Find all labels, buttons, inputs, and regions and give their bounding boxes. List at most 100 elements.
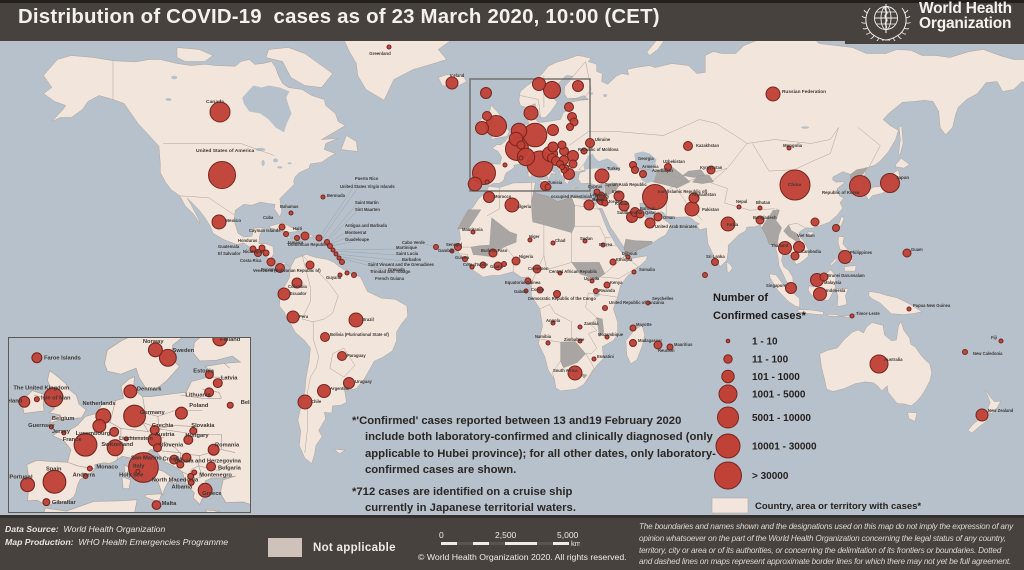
svg-text:Viet Nam: Viet Nam: [797, 233, 815, 238]
svg-text:Isle of Man: Isle of Man: [41, 395, 71, 401]
svg-text:Brunei Darussalam: Brunei Darussalam: [827, 273, 865, 278]
svg-text:Bosnia and Herzegovina: Bosnia and Herzegovina: [174, 459, 241, 465]
svg-text:Eritrea: Eritrea: [599, 242, 613, 247]
svg-text:Peru: Peru: [299, 314, 309, 319]
svg-text:United Republic of Tanzania: United Republic of Tanzania: [609, 300, 665, 305]
svg-text:Gibraltar: Gibraltar: [52, 500, 77, 506]
svg-text:The United Kingdom: The United Kingdom: [13, 385, 69, 391]
svg-text:Austria: Austria: [155, 432, 176, 438]
svg-text:Azerbaijan: Azerbaijan: [652, 168, 673, 173]
svg-text:Croatia: Croatia: [163, 457, 184, 463]
svg-text:Honduras: Honduras: [238, 238, 258, 243]
svg-text:Georgia: Georgia: [638, 156, 654, 161]
svg-text:Liechtenstein: Liechtenstein: [119, 436, 153, 442]
svg-text:Germany: Germany: [140, 410, 166, 416]
svg-text:Guam: Guam: [911, 247, 923, 252]
svg-text:Sint Maarten: Sint Maarten: [355, 207, 380, 212]
svg-text:Namibia: Namibia: [535, 334, 552, 339]
svg-text:Kenya: Kenya: [610, 280, 623, 285]
svg-text:Iceland: Iceland: [450, 73, 465, 78]
svg-text:Kazakhstan: Kazakhstan: [696, 143, 719, 148]
svg-text:Ukraine: Ukraine: [595, 137, 611, 142]
svg-text:Guatemala: Guatemala: [218, 244, 240, 249]
svg-text:Eswatini: Eswatini: [597, 354, 614, 359]
svg-text:Gabon: Gabon: [514, 289, 528, 294]
svg-text:Thailand: Thailand: [771, 243, 788, 248]
svg-text:Lithuania: Lithuania: [185, 392, 211, 398]
svg-text:Denmark: Denmark: [137, 386, 162, 392]
svg-text:Mexico: Mexico: [225, 218, 241, 224]
svg-text:Cayman Islands: Cayman Islands: [249, 228, 281, 233]
svg-text:Iraq: Iraq: [612, 189, 620, 194]
svg-text:1001 - 5000: 1001 - 5000: [752, 390, 806, 401]
svg-text:Slovakia: Slovakia: [191, 423, 215, 429]
svg-text:Spain: Spain: [46, 466, 62, 472]
svg-text:Egypt: Egypt: [593, 197, 605, 202]
svg-text:Djibouti: Djibouti: [622, 251, 637, 256]
svg-text:Algeria: Algeria: [517, 204, 532, 209]
svg-text:Saint Vincent and the Grenadin: Saint Vincent and the Grenadines: [368, 262, 435, 267]
svg-text:Confirmed cases*: Confirmed cases*: [713, 310, 807, 322]
svg-text:Argentina: Argentina: [330, 386, 350, 391]
svg-text:101 - 1000: 101 - 1000: [752, 372, 800, 383]
svg-text:Slovenia: Slovenia: [160, 443, 184, 449]
svg-text:Pakistan: Pakistan: [702, 207, 720, 212]
svg-text:Trinidad and Tobago: Trinidad and Tobago: [370, 269, 411, 274]
svg-text:Indonesia: Indonesia: [826, 288, 846, 293]
svg-text:Cyprus: Cyprus: [588, 184, 603, 189]
svg-text:Reunion: Reunion: [658, 348, 675, 353]
svg-text:Faroe Islands: Faroe Islands: [44, 356, 81, 362]
svg-text:Morocco: Morocco: [494, 194, 512, 199]
svg-text:Somalia: Somalia: [639, 267, 656, 272]
svg-text:Niger: Niger: [529, 234, 540, 239]
svg-text:Saint Lucia: Saint Lucia: [396, 251, 419, 256]
svg-text:Mauritania: Mauritania: [462, 227, 483, 232]
svg-text:Central African Republic: Central African Republic: [549, 269, 598, 274]
svg-text:Uzbekistan: Uzbekistan: [663, 159, 685, 164]
svg-text:Gambia: Gambia: [438, 248, 454, 253]
svg-text:United Arab Emirates: United Arab Emirates: [655, 224, 698, 229]
svg-text:Luxembourg: Luxembourg: [76, 431, 111, 437]
svg-text:1 - 10: 1 - 10: [752, 337, 778, 348]
svg-text:Venezuela (Bolivarian Republic: Venezuela (Bolivarian Republic of): [253, 268, 321, 273]
svg-text:Panama: Panama: [261, 267, 278, 272]
svg-text:11 - 100: 11 - 100: [752, 355, 789, 366]
svg-text:Japan: Japan: [896, 175, 909, 180]
svg-text:Oman: Oman: [663, 215, 675, 220]
svg-text:Syrian Arab Republic: Syrian Arab Republic: [605, 182, 647, 187]
svg-text:Chad: Chad: [555, 238, 566, 243]
svg-text:Sri Lanka: Sri Lanka: [706, 254, 725, 259]
svg-text:Puerto Rico: Puerto Rico: [355, 176, 379, 181]
svg-text:Switzerland: Switzerland: [101, 442, 133, 448]
svg-text:Uruguay: Uruguay: [355, 379, 372, 384]
svg-text:Guinea: Guinea: [455, 255, 470, 260]
svg-text:Norway: Norway: [143, 339, 164, 345]
svg-text:Cambodia: Cambodia: [801, 249, 822, 254]
svg-text:Lebanon: Lebanon: [590, 192, 608, 197]
svg-text:Belgium: Belgium: [52, 416, 75, 422]
svg-text:Sudan: Sudan: [580, 236, 593, 241]
svg-text:Uganda: Uganda: [584, 276, 600, 281]
svg-text:Guernsey: Guernsey: [28, 423, 55, 429]
svg-text:Mauritius: Mauritius: [674, 342, 693, 347]
svg-text:French Guiana: French Guiana: [375, 276, 405, 281]
svg-text:Malaysia: Malaysia: [824, 280, 842, 285]
svg-text:Sweden: Sweden: [173, 348, 195, 354]
svg-text:Jordan: Jordan: [608, 199, 622, 204]
svg-text:0: 0: [439, 530, 444, 540]
svg-text:Ecuador: Ecuador: [290, 291, 307, 296]
svg-text:Ghana: Ghana: [490, 264, 504, 269]
svg-text:Cabo Verde: Cabo Verde: [402, 240, 425, 245]
svg-text:Holy See: Holy See: [119, 472, 143, 478]
svg-text:South Africa: South Africa: [553, 368, 578, 373]
svg-text:Seychelles: Seychelles: [652, 296, 674, 301]
svg-text:Romania: Romania: [215, 443, 240, 449]
svg-text:Brazil: Brazil: [362, 317, 374, 322]
svg-text:Jersey: Jersey: [52, 429, 71, 435]
svg-text:Kyrgyzstan: Kyrgyzstan: [700, 165, 723, 170]
svg-text:Democratic Republic of the Con: Democratic Republic of the Congo: [528, 296, 596, 301]
svg-text:Greece: Greece: [202, 491, 221, 497]
svg-text:Qatar: Qatar: [645, 210, 656, 215]
svg-text:10001 - 30000: 10001 - 30000: [752, 442, 817, 453]
svg-text:Cameroon: Cameroon: [528, 266, 549, 271]
